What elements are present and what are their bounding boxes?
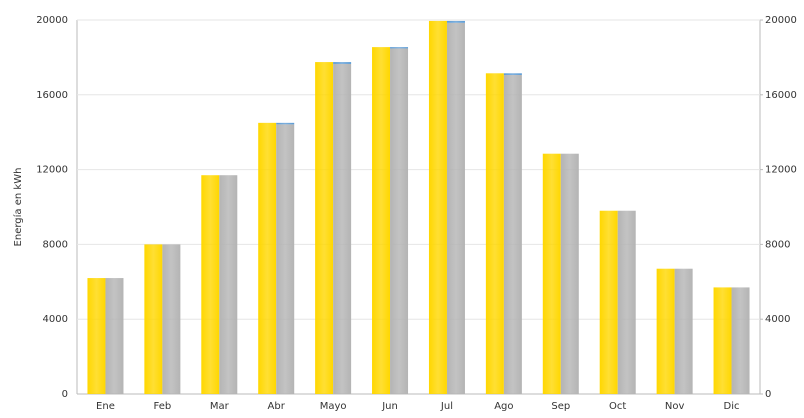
x-tick-label: Jul	[440, 401, 453, 412]
bar	[428, 20, 447, 395]
bar	[485, 73, 504, 395]
y-tick-label: 20000	[36, 15, 68, 26]
y-tick-label: 4000	[43, 314, 68, 325]
bar-segment	[446, 20, 465, 23]
y-tick-label: 0	[62, 389, 68, 400]
x-tick-label: Sep	[551, 401, 570, 412]
bar-segment	[333, 62, 352, 64]
bar-segment	[503, 73, 522, 75]
x-tick-label: Nov	[665, 401, 685, 412]
bar	[333, 63, 352, 394]
y-tick-label: 8000	[43, 239, 68, 250]
x-tick-label: Mar	[210, 401, 230, 412]
y2-tick-label: 4000	[765, 314, 790, 325]
bar	[372, 47, 391, 395]
y2-tick-label: 20000	[765, 15, 797, 26]
y2-tick-label: 16000	[765, 90, 797, 101]
x-tick-label: Feb	[154, 401, 172, 412]
bar	[713, 287, 732, 394]
x-tick-label: Mayo	[320, 401, 347, 412]
y-tick-label: 16000	[36, 90, 68, 101]
bar	[542, 153, 561, 394]
y2-tick-label: 8000	[765, 239, 790, 250]
bar	[656, 268, 675, 394]
bar	[503, 74, 522, 394]
bar-segment	[276, 122, 295, 125]
bar	[674, 268, 693, 394]
x-tick-label: Jun	[381, 401, 398, 412]
bar	[560, 153, 579, 394]
bar	[219, 175, 238, 394]
x-tick-label: Abr	[268, 401, 286, 412]
bar	[315, 62, 334, 394]
bar	[617, 210, 636, 394]
bar-segment	[390, 47, 409, 49]
bar	[87, 278, 106, 394]
bar	[258, 122, 277, 394]
bar	[731, 287, 750, 394]
x-tick-label: Ene	[96, 401, 115, 412]
bar	[144, 244, 163, 394]
bar	[201, 175, 220, 394]
y2-tick-label: 0	[765, 389, 771, 400]
y-tick-label: 12000	[36, 165, 68, 176]
bar	[390, 48, 409, 394]
x-tick-label: Dic	[724, 401, 740, 412]
x-tick-label: Oct	[609, 401, 626, 412]
bar	[446, 22, 465, 395]
bar	[105, 278, 124, 394]
y-axis-label: Energía en kWh	[12, 168, 24, 247]
y2-tick-label: 12000	[765, 165, 797, 176]
bar	[599, 210, 618, 394]
bar	[276, 124, 295, 394]
bar	[162, 244, 181, 394]
x-tick-label: Ago	[494, 401, 513, 412]
